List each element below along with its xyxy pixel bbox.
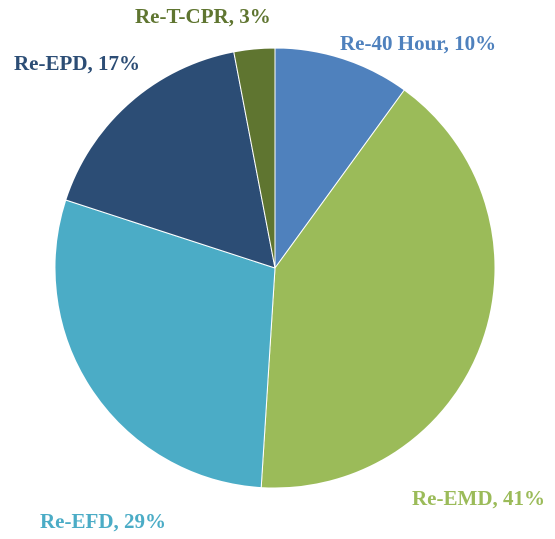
pie-slice (260, 89, 496, 489)
data-label: Re-EFD, 29% (40, 509, 166, 533)
pie-slice (54, 199, 276, 489)
data-label: Re-T-CPR, 3% (135, 4, 271, 28)
pie-slice (65, 51, 276, 269)
data-label: Re-40 Hour, 10% (340, 31, 496, 55)
data-label: Re-EMD, 41% (412, 486, 545, 510)
pie-slice (274, 47, 406, 270)
data-label: Re-EPD, 17% (14, 51, 140, 75)
pie-slice (233, 47, 276, 269)
